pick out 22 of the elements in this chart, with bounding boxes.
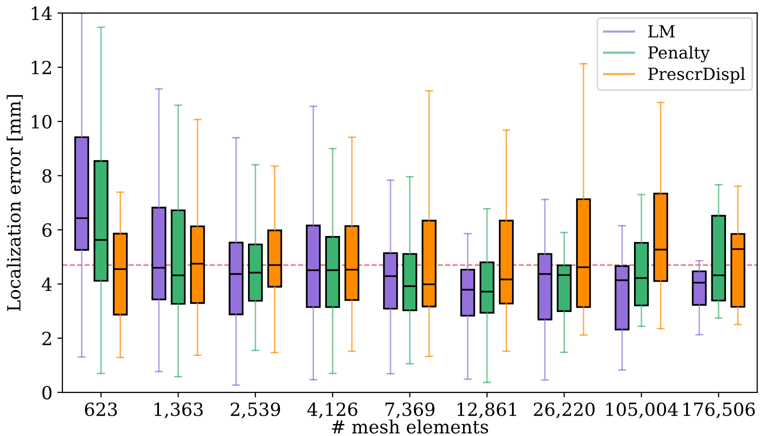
y-tick-label: 6 [42, 223, 52, 237]
x-tick-label: 176,506 [683, 402, 755, 418]
y-tick-label: 10 [32, 114, 52, 129]
y-tick-label: 8 [42, 169, 52, 183]
y-tick-label: 12 [32, 60, 51, 74]
x-tick-label: 623 [84, 402, 117, 416]
x-tick-label: 1,363 [154, 402, 203, 418]
x-tick-label: 2,539 [230, 402, 280, 418]
x-tick-label: 105,004 [606, 402, 678, 418]
x-tick-label: 26,220 [534, 402, 595, 418]
x-tick-label: 7,369 [385, 402, 434, 418]
x-tick-label: 12,861 [458, 402, 516, 418]
x-axis-title: # mesh elements [332, 420, 488, 434]
y-axis-title: Localization error [mm] [6, 95, 23, 311]
legend-label: LM [648, 25, 675, 38]
x-tick-label: 4,126 [307, 402, 358, 418]
y-tick-label: 14 [32, 6, 52, 20]
y-tick-label: 0 [42, 386, 52, 400]
legend-label: Penalty [648, 46, 710, 62]
legend-label: PrescrDispl [648, 67, 746, 84]
y-tick-label: 4 [42, 277, 52, 291]
y-tick-label: 2 [42, 332, 51, 346]
